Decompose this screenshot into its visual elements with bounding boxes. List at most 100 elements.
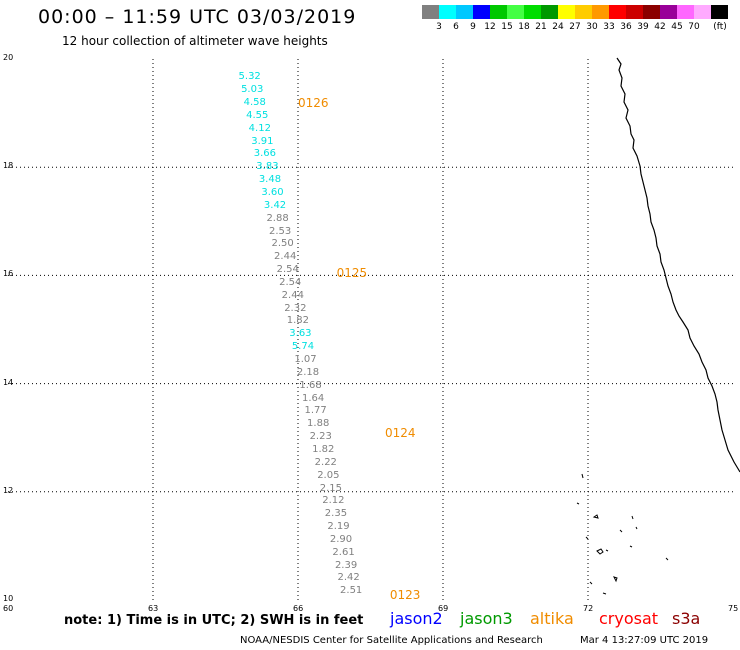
satellite-jason2: jason2 xyxy=(390,609,443,628)
wave-height-label: 2.50 xyxy=(271,238,294,250)
colorbar-unit: (ft) xyxy=(713,22,727,32)
colorbar-swatch xyxy=(456,5,473,19)
wave-height-label: 3.83 xyxy=(256,161,279,173)
colorbar-swatch xyxy=(609,5,626,19)
satellite-s3a: s3a xyxy=(672,609,701,628)
wave-height-label: 1.77 xyxy=(304,405,327,417)
wave-height-label: 3.48 xyxy=(258,174,282,186)
wave-height-label: 3.63 xyxy=(289,328,312,340)
colorbar-label: 42 xyxy=(654,22,666,32)
wave-height-label: 2.44 xyxy=(281,289,304,301)
wave-height-label: 2.22 xyxy=(314,456,337,468)
colorbar-swatch xyxy=(677,5,694,19)
lon-tick-label: 69 xyxy=(438,604,449,613)
colorbar-label: 24 xyxy=(552,22,564,32)
colorbar-swatch xyxy=(473,5,490,19)
lat-tick-label: 18 xyxy=(3,161,14,171)
wave-height-label: 1.82 xyxy=(286,315,310,327)
colorbar-swatch xyxy=(575,5,592,19)
wave-height-label: 2.15 xyxy=(319,482,342,494)
wave-height-label: 2.61 xyxy=(332,546,355,558)
wave-height-label: 2.88 xyxy=(266,212,289,224)
wave-height-label: 4.55 xyxy=(246,109,269,121)
satellite-altika: altika xyxy=(530,609,574,628)
wave-height-label: 4.58 xyxy=(243,97,266,109)
colorbar-label: 6 xyxy=(453,22,459,32)
satellite-jason3: jason3 xyxy=(460,609,513,628)
wave-height-label: 2.35 xyxy=(324,508,348,520)
pass-time-label: 0123 xyxy=(389,588,421,602)
colorbar-label: 18 xyxy=(518,22,530,32)
wave-height-label: 2.53 xyxy=(268,225,292,237)
colorbar-label: 9 xyxy=(470,22,476,32)
lat-tick-label: 10 xyxy=(3,594,14,603)
wave-height-label: 1.68 xyxy=(299,379,322,391)
wave-height-label: 2.54 xyxy=(276,264,299,276)
colorbar-swatch xyxy=(524,5,541,19)
colorbar-swatch xyxy=(711,5,728,19)
lon-tick-label: 63 xyxy=(148,604,159,613)
lon-tick-label: 66 xyxy=(293,604,304,613)
wave-height-label: 2.51 xyxy=(340,585,363,597)
wave-height-label: 5.74 xyxy=(291,341,315,353)
footer-note: note: 1) Time is in UTC; 2) SWH is in fe… xyxy=(64,613,364,628)
wave-height-label: 2.19 xyxy=(327,521,350,533)
colorbar-swatch xyxy=(643,5,660,19)
wave-height-label: 2.42 xyxy=(337,572,360,584)
wave-height-label: 2.54 xyxy=(279,276,302,288)
wave-height-colorbar xyxy=(422,5,728,19)
colorbar-swatch xyxy=(507,5,524,19)
colorbar-label: 15 xyxy=(501,22,513,32)
wave-height-label: 2.05 xyxy=(317,469,340,481)
credit-line: NOAA/NESDIS Center for Satellite Applica… xyxy=(240,635,543,646)
wave-height-label: 2.90 xyxy=(329,533,353,545)
satellite-cryosat: cryosat xyxy=(599,609,659,628)
pass-time-label: 0124 xyxy=(385,425,416,440)
lat-tick-label: 16 xyxy=(3,269,14,279)
colorbar-label: 3 xyxy=(436,22,442,32)
islands xyxy=(576,473,669,595)
wave-height-label: 3.91 xyxy=(251,135,274,147)
colorbar-swatch xyxy=(660,5,677,19)
colorbar-swatch xyxy=(541,5,558,19)
colorbar-swatch xyxy=(558,5,575,19)
colorbar-label: 36 xyxy=(620,22,632,32)
wave-height-label: 2.32 xyxy=(284,302,307,314)
wave-height-label: 3.60 xyxy=(261,186,284,198)
lat-tick-label: 14 xyxy=(3,377,14,387)
wave-height-label: 1.64 xyxy=(301,392,325,404)
wave-height-label: 4.12 xyxy=(248,122,271,134)
generated-timestamp: Mar 4 13:27:09 UTC 2019 xyxy=(580,635,709,646)
colorbar-label: 21 xyxy=(535,22,547,32)
colorbar-label: 27 xyxy=(569,22,581,32)
colorbar-swatch xyxy=(490,5,507,19)
wave-height-label: 2.23 xyxy=(309,431,332,443)
wave-height-label: 2.18 xyxy=(296,366,320,378)
colorbar-swatch xyxy=(422,5,439,19)
lon-tick-label: 60 xyxy=(3,604,14,613)
colorbar-label: 45 xyxy=(671,22,683,32)
colorbar-label: 12 xyxy=(484,22,496,32)
wave-height-label: 2.12 xyxy=(322,495,345,507)
colorbar-label: 33 xyxy=(603,22,615,32)
wave-height-label: 3.66 xyxy=(253,148,277,160)
map-grid xyxy=(8,59,733,600)
colorbar-label: 30 xyxy=(586,22,598,32)
lon-tick-label: 72 xyxy=(583,604,594,613)
colorbar-label: 39 xyxy=(637,22,649,32)
wave-height-label: 2.39 xyxy=(334,559,358,571)
lon-tick-label: 75 xyxy=(728,604,739,613)
wave-height-label: 2.44 xyxy=(274,251,297,263)
wave-height-label: 5.32 xyxy=(238,71,261,83)
pass-time-label: 0125 xyxy=(336,266,368,281)
lat-tick-label: 12 xyxy=(3,485,14,495)
colorbar-swatch xyxy=(439,5,456,19)
colorbar-swatch xyxy=(626,5,643,19)
colorbar-swatch xyxy=(694,5,711,19)
colorbar-swatch xyxy=(592,5,609,19)
wave-height-label: 1.82 xyxy=(312,443,335,455)
wave-height-label: 1.88 xyxy=(307,418,330,430)
pass-time-label: 0126 xyxy=(298,95,329,110)
wave-height-label: 1.07 xyxy=(294,354,317,366)
